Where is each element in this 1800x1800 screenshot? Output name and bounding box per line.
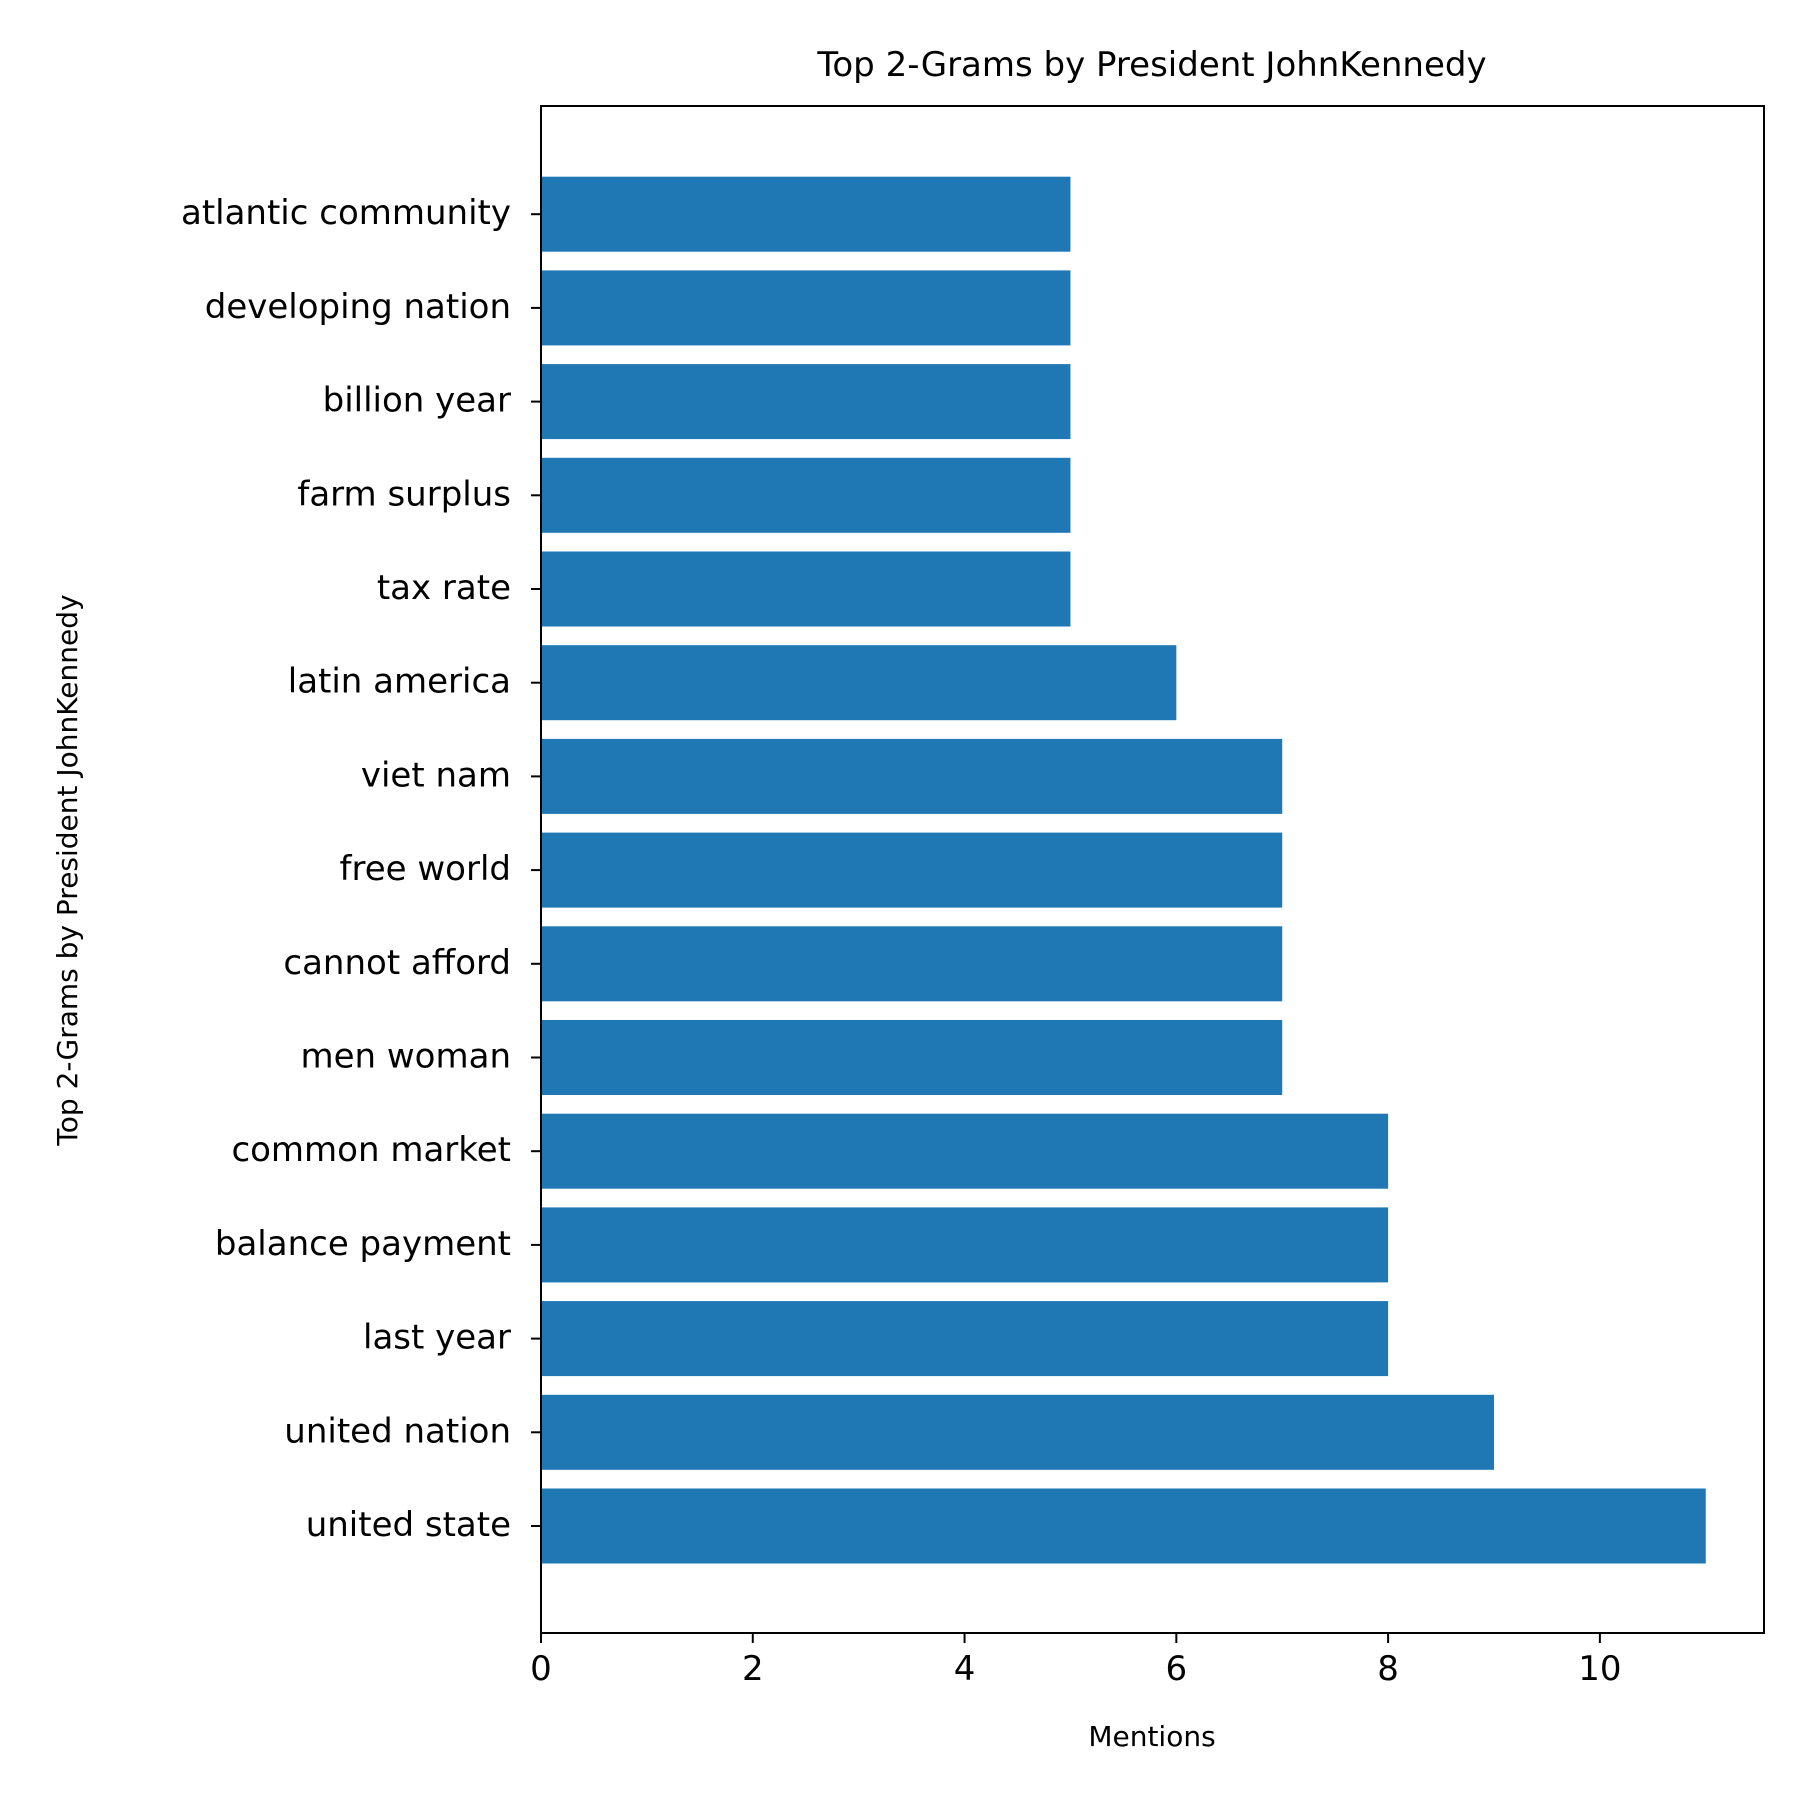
- y-tick-label: billion year: [323, 381, 511, 421]
- y-tick-label: atlantic community: [181, 193, 511, 233]
- bar: [541, 364, 1071, 440]
- bar: [541, 457, 1071, 533]
- y-axis-label: Top 2-Grams by President JohnKennedy: [51, 594, 84, 1146]
- x-axis-label: Mentions: [1088, 1720, 1215, 1753]
- axis-layer: united state united nation last year balanc…: [181, 193, 1622, 1689]
- x-tick-label: 10: [1578, 1649, 1621, 1689]
- bar: [541, 645, 1177, 721]
- chart-title: Top 2-Grams by President JohnKennedy: [816, 45, 1486, 85]
- x-tick-label: 4: [954, 1649, 976, 1689]
- y-tick-label: viet nam: [361, 755, 511, 795]
- bar: [541, 738, 1283, 814]
- y-tick-label: common market: [231, 1130, 511, 1170]
- y-tick-label: balance payment: [215, 1224, 511, 1264]
- y-tick-label: free world: [340, 849, 511, 889]
- y-tick-label: farm surplus: [297, 474, 511, 514]
- y-tick-label: last year: [363, 1318, 511, 1358]
- y-tick-label: developing nation: [205, 287, 511, 327]
- bar: [541, 1301, 1389, 1377]
- bar: [541, 270, 1071, 346]
- y-tick-label: united state: [306, 1505, 511, 1545]
- x-tick-label: 6: [1166, 1649, 1188, 1689]
- bar: [541, 1113, 1389, 1189]
- bar: [541, 551, 1071, 627]
- x-tick-label: 8: [1377, 1649, 1399, 1689]
- y-tick-label: tax rate: [377, 568, 511, 608]
- bar: [541, 176, 1071, 252]
- bar: [541, 1488, 1706, 1564]
- y-tick-label: latin america: [288, 662, 511, 702]
- x-tick-label: 0: [530, 1649, 552, 1689]
- bar: [541, 926, 1283, 1002]
- y-tick-label: men woman: [300, 1037, 511, 1077]
- bar: [541, 1207, 1389, 1283]
- bar: [541, 832, 1283, 908]
- y-tick-label: cannot afford: [283, 943, 511, 983]
- bar: [541, 1020, 1283, 1095]
- bars-layer: [541, 176, 1706, 1564]
- x-tick-label: 2: [742, 1649, 764, 1689]
- y-tick-label: united nation: [284, 1411, 511, 1451]
- bar: [541, 1394, 1494, 1470]
